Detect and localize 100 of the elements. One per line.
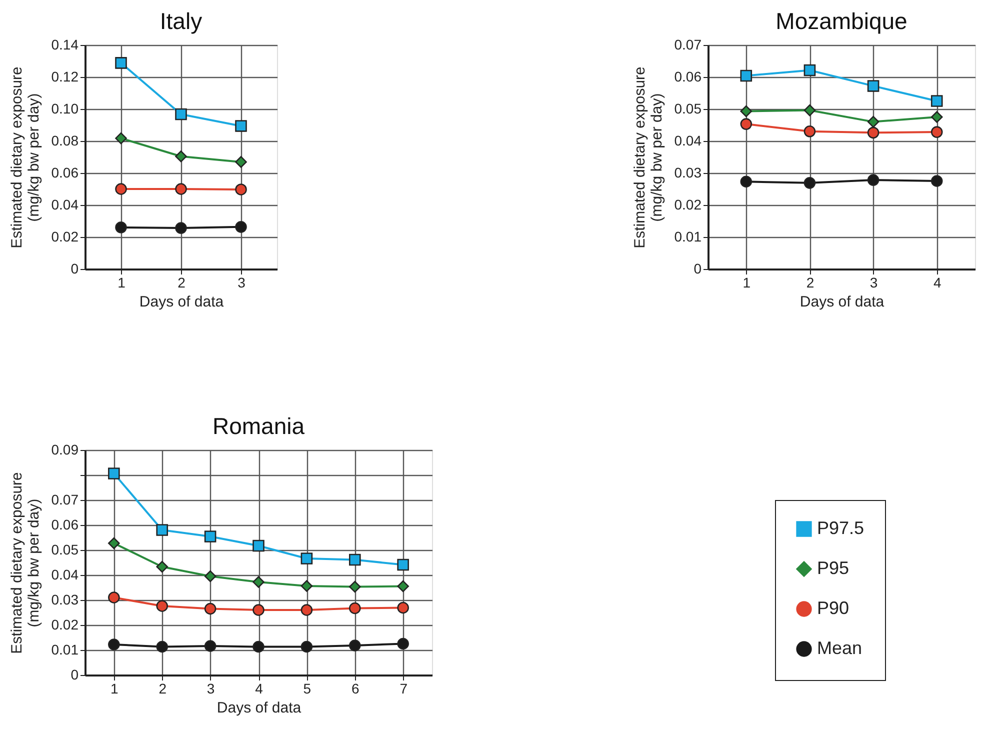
- legend-label: P90: [817, 598, 850, 618]
- point: [740, 176, 752, 188]
- x-tick-label: 6: [351, 680, 360, 696]
- point: [300, 580, 313, 592]
- x-tick-label: 4: [933, 274, 942, 290]
- x-tick-label: 4: [255, 680, 264, 696]
- point: [235, 120, 247, 132]
- point: [156, 600, 168, 612]
- y-tick-label: 0.03: [674, 164, 702, 180]
- point: [252, 576, 264, 588]
- point: [252, 640, 264, 653]
- point: [115, 132, 127, 144]
- point: [397, 602, 409, 614]
- y-tick-label: 0.01: [51, 642, 79, 658]
- point: [348, 554, 361, 566]
- x-tick-label: 7: [400, 680, 408, 696]
- y-tick-label: 0.02: [674, 196, 702, 212]
- point: [867, 116, 880, 128]
- point: [108, 592, 120, 604]
- point: [397, 638, 409, 650]
- y-tick-label: 0: [70, 260, 79, 276]
- x-tick-label: 2: [178, 274, 186, 290]
- point: [348, 602, 361, 614]
- y-axis-title: Estimated dietary exposure (mg/kg bw per day): [631, 66, 666, 248]
- point: [252, 604, 264, 616]
- point: [930, 126, 943, 138]
- point: [235, 221, 247, 233]
- point: [740, 118, 752, 130]
- point: [300, 552, 313, 564]
- legend-label: P97.5: [817, 518, 864, 538]
- point: [115, 222, 127, 234]
- x-tick-label: 5: [303, 680, 312, 696]
- point: [156, 524, 168, 536]
- point: [175, 183, 187, 195]
- y-tick-label: 0: [694, 260, 702, 276]
- point: [235, 184, 247, 196]
- point: [397, 580, 409, 592]
- point: [115, 183, 127, 195]
- y-tick-label: 0.10: [51, 100, 79, 116]
- point: [804, 126, 816, 138]
- legend-label: P95: [817, 558, 850, 578]
- x-tick-label: 3: [870, 274, 878, 290]
- point: [156, 560, 168, 573]
- y-tick-label: 0.12: [51, 68, 79, 84]
- point: [115, 57, 127, 69]
- y-tick-label: 0.02: [51, 228, 79, 244]
- point: [252, 540, 264, 552]
- point: [204, 602, 216, 615]
- point: [175, 222, 187, 234]
- y-tick-label: 0.02: [51, 616, 79, 632]
- x-tick-label: 1: [742, 274, 751, 290]
- point: [156, 640, 168, 653]
- y-tick-label: 0.09: [51, 442, 79, 458]
- point: [804, 177, 816, 189]
- x-tick-label: 2: [806, 274, 814, 290]
- x-axis-title: Days of data: [800, 294, 885, 310]
- point: [204, 530, 216, 542]
- y-axis-title: Estimated dietary exposure (mg/kg bw per day): [8, 66, 42, 248]
- point: [740, 70, 752, 82]
- point: [930, 175, 943, 187]
- point: [804, 104, 816, 116]
- x-axis-title: Days of data: [216, 700, 302, 716]
- y-tick-label: 0: [70, 666, 79, 682]
- x-tick-label: 1: [118, 274, 126, 290]
- point: [204, 640, 216, 652]
- point: [204, 570, 216, 582]
- chart-title: Mozambique: [776, 8, 908, 34]
- y-tick-label: 0.06: [674, 68, 702, 84]
- x-tick-label: 1: [110, 680, 119, 696]
- y-tick-label: 0.01: [674, 228, 702, 244]
- x-tick-label: 3: [238, 274, 246, 290]
- point: [930, 111, 943, 123]
- x-tick-label: 3: [206, 680, 215, 696]
- legend-label: Mean: [817, 638, 862, 658]
- y-tick-label: 0.05: [674, 100, 702, 116]
- point: [740, 105, 752, 118]
- y-tick-label: 0.04: [674, 132, 702, 148]
- point: [348, 640, 361, 652]
- y-tick-label: 0.14: [51, 36, 79, 52]
- y-tick-label: 0.04: [51, 566, 79, 582]
- y-tick-label: 0.06: [51, 516, 79, 532]
- chart-title: Italy: [160, 8, 203, 34]
- y-tick-label: 0.04: [51, 196, 79, 212]
- y-tick-label: 0.07: [51, 492, 79, 508]
- point: [867, 174, 880, 186]
- y-axis-title: Estimated dietary exposure (mg/kg bw per day): [8, 472, 42, 654]
- y-tick-label: 0.06: [51, 164, 79, 180]
- point: [108, 638, 120, 650]
- x-tick-label: 2: [158, 680, 167, 696]
- y-tick-label: 0.07: [674, 36, 702, 52]
- y-tick-label: 0.08: [51, 132, 79, 148]
- point: [930, 95, 943, 107]
- point: [108, 468, 120, 480]
- chart-title: Romania: [212, 413, 305, 439]
- point: [108, 537, 120, 550]
- point: [300, 604, 313, 616]
- point: [235, 156, 247, 168]
- y-tick-label: 0.03: [51, 592, 79, 608]
- point: [397, 558, 409, 571]
- point: [867, 126, 880, 139]
